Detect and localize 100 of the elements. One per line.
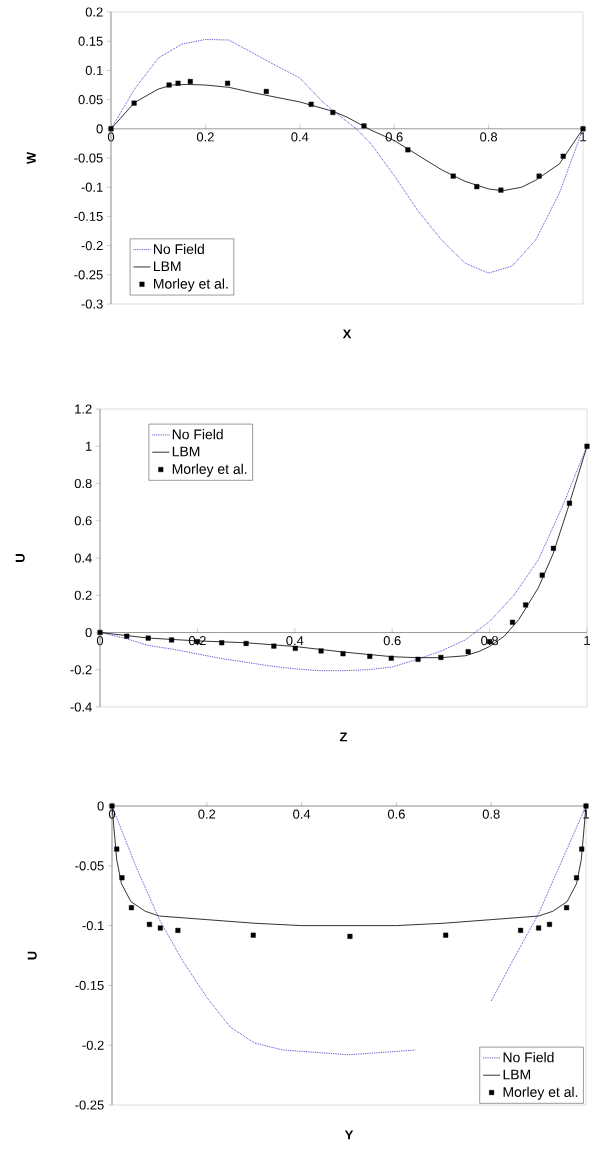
y-tick-label: -0.1 <box>82 921 104 931</box>
y-axis-title: W <box>26 151 36 165</box>
y-tick-label: -0.05 <box>75 861 104 871</box>
x-tick-label: 0.8 <box>481 636 499 646</box>
x-tick-label: 0.8 <box>482 809 500 819</box>
point <box>523 602 529 608</box>
y-tick-label: -0.15 <box>74 211 103 221</box>
point <box>388 655 394 661</box>
point <box>263 88 269 94</box>
x-axis-title: X <box>342 329 352 339</box>
point <box>405 147 411 153</box>
x-tick-label: 0.8 <box>480 132 498 142</box>
y-tick-label: 1.2 <box>75 404 92 414</box>
point <box>145 635 151 641</box>
x-axis-title: Y <box>344 1130 354 1140</box>
x-tick-label: 0.4 <box>293 809 311 819</box>
point <box>584 443 590 449</box>
x-tick-label: 0.6 <box>383 636 401 646</box>
point <box>498 187 504 193</box>
y-tick-label: -0.25 <box>74 270 103 280</box>
point <box>146 921 152 927</box>
point <box>108 126 114 132</box>
point <box>465 649 471 655</box>
y-tick-label: -0.2 <box>70 665 92 675</box>
point <box>97 630 103 636</box>
point <box>580 126 586 132</box>
x-tick-label: 0.4 <box>286 636 304 646</box>
point <box>109 803 115 809</box>
point <box>128 905 134 911</box>
x-tick-label: 1 <box>583 809 589 819</box>
y-tick-label: -0.3 <box>81 299 103 309</box>
x-tick-label: 0.2 <box>198 809 216 819</box>
x-tick-label: 0.4 <box>291 132 309 142</box>
point <box>131 100 137 106</box>
point <box>547 921 553 927</box>
y-tick-label: -0.2 <box>81 241 103 251</box>
point <box>271 643 277 649</box>
legend-label: LBM <box>503 1069 531 1080</box>
point <box>330 109 336 115</box>
y-tick-label: -0.25 <box>75 1100 104 1110</box>
y-tick-label: -0.1 <box>81 182 103 192</box>
x-tick-label: 0.6 <box>387 809 405 819</box>
y-tick-label: 0.2 <box>74 590 92 600</box>
point <box>225 80 231 86</box>
point <box>443 932 449 938</box>
point <box>518 927 524 933</box>
y-axis-title: U <box>15 554 25 562</box>
y-tick-label: 0 <box>85 627 92 638</box>
point <box>438 654 444 660</box>
point <box>539 572 545 578</box>
legend-label: LBM <box>154 261 181 271</box>
point <box>566 500 572 506</box>
y-tick-label: 0.8 <box>74 478 92 489</box>
point <box>169 637 175 643</box>
point <box>308 101 314 107</box>
point <box>550 545 556 551</box>
x-tick-label: 0 <box>107 132 115 142</box>
x-tick-label: 0.2 <box>196 132 214 142</box>
point <box>361 123 367 129</box>
point <box>564 905 570 911</box>
point <box>579 846 585 852</box>
point <box>114 846 120 852</box>
point <box>243 641 249 646</box>
point <box>250 932 256 938</box>
point <box>474 184 480 190</box>
legend-label: Morley et al. <box>154 278 228 292</box>
y-tick-label: 0.4 <box>74 553 92 563</box>
y-tick-label: 0 <box>97 801 104 811</box>
point <box>510 619 515 625</box>
x-tick-label: 1 <box>584 636 590 645</box>
legend-label: No Field <box>172 429 223 440</box>
point <box>450 173 456 179</box>
y-tick-label: 0.2 <box>85 7 103 17</box>
y-tick-label: 0.15 <box>78 36 103 46</box>
y-tick-label: 0 <box>96 124 103 134</box>
x-tick-label: 1 <box>580 132 586 142</box>
y-tick-label: 1 <box>86 441 92 451</box>
point <box>175 80 181 86</box>
point <box>347 933 353 939</box>
legend-label: LBM <box>172 446 200 457</box>
point <box>166 82 172 88</box>
point <box>367 653 373 659</box>
x-axis-title: Z <box>339 732 348 742</box>
point <box>536 173 542 179</box>
y-tick-label: 0.6 <box>74 516 92 526</box>
y-axis-title: U <box>27 951 37 960</box>
y-tick-label: 0.05 <box>78 95 103 105</box>
point <box>536 925 542 931</box>
legend-label: No Field <box>503 1052 554 1063</box>
legend-label: No Field <box>154 243 204 255</box>
legend-label: Morley et al. <box>503 1086 578 1100</box>
point <box>318 648 324 654</box>
y-tick-label: -0.15 <box>75 980 104 990</box>
legend-label: Morley et al. <box>172 463 247 477</box>
y-tick-label: -0.05 <box>74 153 103 163</box>
point <box>583 803 589 809</box>
point <box>157 925 163 931</box>
point <box>415 656 421 662</box>
point <box>574 875 580 881</box>
x-tick-label: 0.6 <box>385 132 403 142</box>
